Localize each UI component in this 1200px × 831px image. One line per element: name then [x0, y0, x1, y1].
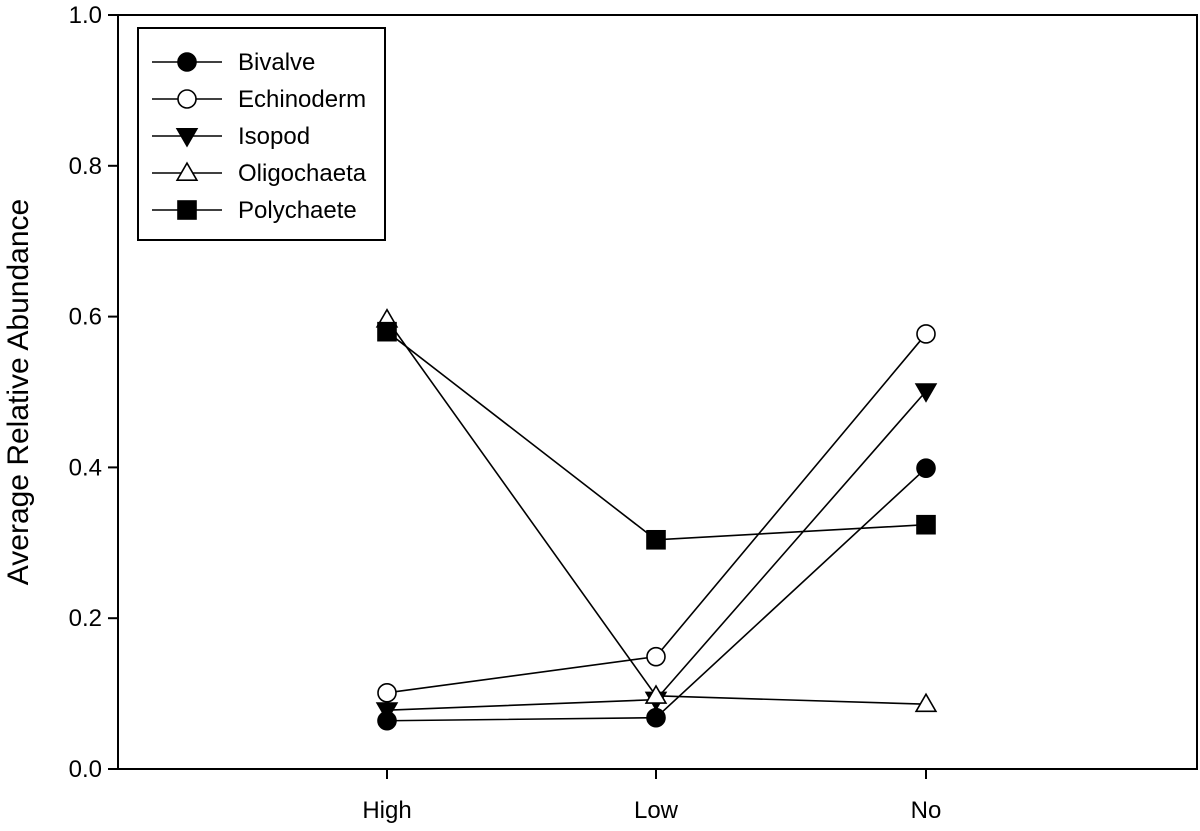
series-line-oligochaeta: [386, 319, 927, 705]
y-tick-label: 0.2: [69, 605, 102, 632]
plot-border: [117, 14, 1198, 770]
legend-marker-oligochaeta: [175, 161, 199, 181]
legend-label: Bivalve: [238, 49, 315, 76]
series-markers-echinoderm: [377, 324, 936, 703]
y-tick-label: 0.6: [69, 304, 102, 331]
series-oligochaeta: [386, 319, 927, 705]
legend-marker-echinoderm: [177, 89, 197, 109]
data-point-oligochaeta: [644, 684, 668, 704]
legend-item-oligochaeta: Oligochaeta: [152, 160, 367, 187]
y-axis: 0.0 0.2 0.4 0.6 0.8 1.0: [69, 2, 118, 783]
data-point-oligochaeta: [914, 692, 938, 713]
legend-label: Polychaete: [238, 197, 357, 224]
legend-label: Echinoderm: [238, 86, 366, 113]
data-point-bivalve: [646, 707, 666, 728]
series-polychaete: [386, 331, 927, 541]
y-tick-label: 0.4: [69, 454, 102, 481]
legend-label: Oligochaeta: [238, 160, 367, 187]
x-tick-label: Low: [634, 797, 679, 824]
legend-label: Isopod: [238, 123, 310, 150]
series-bivalve: [386, 467, 927, 722]
series-layer: [375, 308, 938, 731]
series-echinoderm: [386, 333, 927, 694]
data-point-echinoderm: [377, 683, 397, 703]
series-line-echinoderm: [386, 333, 927, 694]
data-point-isopod: [914, 383, 938, 403]
x-tick-label: No: [911, 797, 942, 824]
data-point-polychaete: [377, 321, 397, 342]
legend: Bivalve Echinoderm Isopod Oligochaeta Polych…: [137, 27, 386, 241]
data-point-isopod: [375, 702, 399, 722]
legend-marker-isopod: [175, 128, 199, 148]
y-tick-label: 0.8: [69, 153, 102, 180]
series-markers-polychaete: [377, 321, 936, 550]
series-line-polychaete: [386, 331, 927, 541]
x-tick-label: High: [362, 797, 411, 824]
y-tick-label: 1.0: [69, 2, 102, 29]
data-point-bivalve: [916, 458, 936, 478]
series-line-bivalve: [386, 467, 927, 722]
x-axis: High Low No: [362, 769, 941, 824]
legend-marker-polychaete: [177, 200, 197, 220]
legend-item-echinoderm: Echinoderm: [152, 86, 366, 113]
legend-item-bivalve: Bivalve: [152, 49, 315, 76]
legend-marker-bivalve: [177, 52, 197, 72]
legend-item-isopod: Isopod: [152, 123, 310, 150]
plot-area: [117, 14, 1198, 770]
data-point-polychaete: [916, 514, 936, 535]
data-point-echinoderm: [646, 646, 666, 667]
series-markers-isopod: [375, 383, 938, 722]
data-point-polychaete: [646, 529, 666, 550]
y-tick-label: 0.0: [69, 756, 102, 783]
data-point-echinoderm: [916, 324, 936, 344]
legend-item-polychaete: Polychaete: [152, 197, 357, 224]
y-axis-title: Average Relative Abundance: [2, 199, 35, 585]
